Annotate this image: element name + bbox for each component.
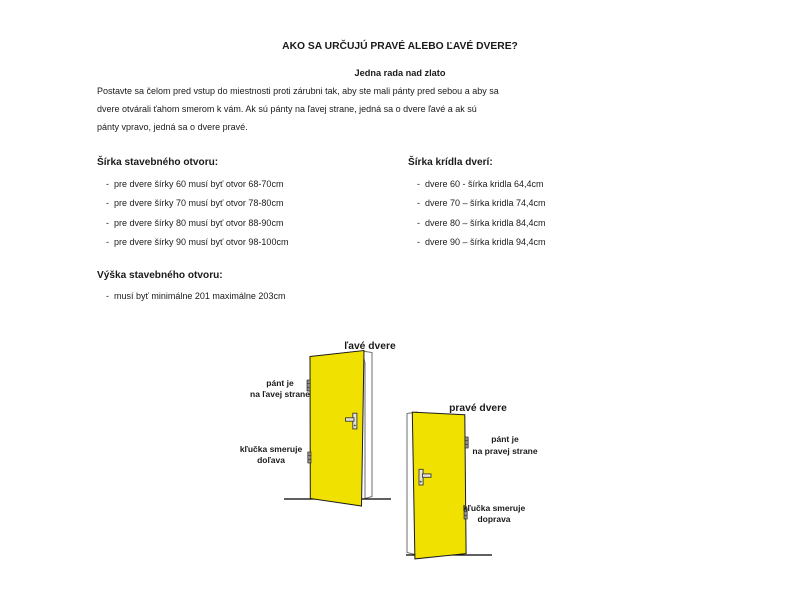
svg-text:kľučka smeruje: kľučka smeruje xyxy=(463,503,526,513)
svg-text:pánt je: pánt je xyxy=(266,378,294,388)
svg-text:pravé dvere: pravé dvere xyxy=(449,403,507,414)
svg-text:na pravej strane: na pravej strane xyxy=(472,446,537,456)
svg-text:kľučka smeruje: kľučka smeruje xyxy=(240,444,303,454)
svg-text:doľava: doľava xyxy=(257,455,285,465)
svg-text:ľavé dvere: ľavé dvere xyxy=(344,341,396,352)
svg-text:doprava: doprava xyxy=(477,514,510,524)
svg-text:na ľavej strane: na ľavej strane xyxy=(250,389,310,399)
svg-text:pánt je: pánt je xyxy=(491,434,519,444)
